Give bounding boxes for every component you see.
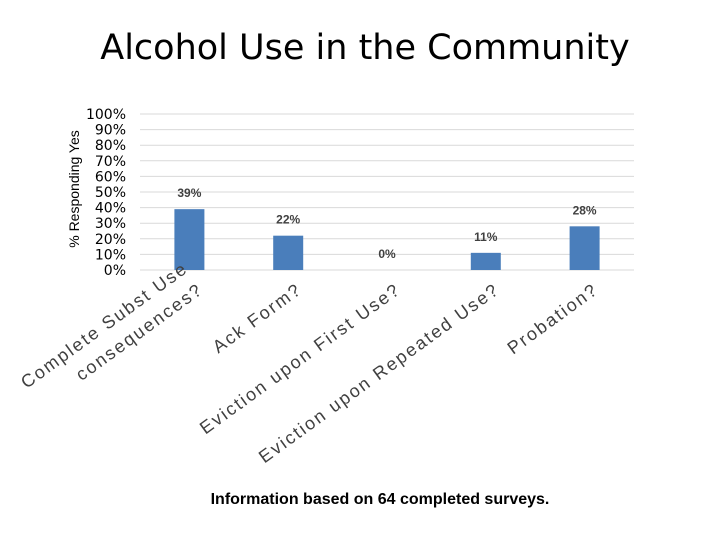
data-label: 39%	[177, 186, 201, 200]
y-tick-label: 80%	[95, 138, 126, 154]
x-tick-label: Eviction upon First Use?	[196, 279, 404, 438]
bar	[273, 235, 304, 270]
footnote: Information based on 64 completed survey…	[210, 491, 550, 508]
data-label: 22%	[276, 213, 300, 227]
y-tick-label: 20%	[95, 232, 126, 248]
x-tick-label-line: Ack Form?	[209, 279, 306, 357]
y-tick-label: 30%	[95, 216, 126, 232]
data-label: 28%	[573, 203, 597, 217]
x-tick-label: consequences?Complete Subst Use	[17, 258, 207, 392]
x-tick-label-line: Eviction upon First Use?	[196, 279, 404, 438]
y-tick-label: 90%	[95, 123, 126, 139]
y-tick-label: 50%	[95, 185, 126, 201]
y-axis-ticks: 100%90%80%70%60%50%40%30%20%10%0%	[86, 107, 126, 279]
y-tick-label: 10%	[95, 247, 126, 263]
data-label: 11%	[474, 230, 498, 244]
data-labels: 39% 22% 0% 11% 28%	[177, 186, 597, 261]
y-axis-label: % Responding Yes	[66, 130, 82, 248]
y-tick-label: 40%	[95, 201, 126, 217]
x-tick-label-line: Probation?	[504, 279, 602, 358]
gridlines	[140, 113, 634, 271]
bar	[174, 209, 205, 270]
data-label: 0%	[378, 247, 396, 261]
x-axis-labels: consequences?Complete Subst Use Ack Form?…	[17, 258, 602, 467]
y-tick-label: 70%	[95, 154, 126, 170]
x-tick-label: Ack Form?	[209, 279, 306, 357]
chart-title: Alcohol Use in the Community	[100, 28, 630, 68]
x-tick-label: Probation?	[504, 279, 602, 358]
y-tick-label: 0%	[104, 263, 126, 279]
bar	[569, 226, 600, 270]
y-tick-label: 100%	[86, 107, 126, 123]
bars	[174, 209, 600, 270]
bar	[470, 252, 501, 270]
y-tick-label: 60%	[95, 169, 126, 185]
